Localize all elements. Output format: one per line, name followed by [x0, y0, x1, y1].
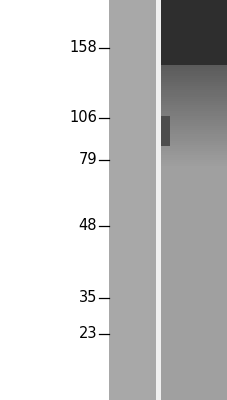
Text: 79: 79	[78, 152, 96, 168]
Bar	[160, 147, 227, 149]
Bar	[160, 34, 227, 36]
Bar	[160, 6, 227, 8]
Bar	[160, 149, 227, 151]
Bar	[160, 38, 227, 40]
Bar	[160, 27, 227, 29]
Bar	[160, 156, 227, 158]
Bar	[160, 124, 227, 126]
Bar	[160, 136, 227, 139]
Bar	[160, 134, 227, 136]
Bar	[160, 2, 227, 4]
Bar	[160, 101, 227, 103]
Bar	[160, 103, 227, 105]
Bar	[160, 21, 227, 23]
Bar	[160, 74, 227, 76]
Bar	[160, 40, 227, 42]
Bar	[160, 65, 227, 67]
Bar	[160, 99, 227, 101]
Bar	[160, 8, 227, 10]
Bar	[155, 0, 160, 400]
Bar	[160, 63, 227, 65]
Bar	[160, 17, 227, 19]
Bar	[160, 55, 227, 57]
Bar	[160, 158, 227, 160]
Text: 158: 158	[69, 40, 96, 56]
Bar	[160, 116, 169, 146]
Bar	[160, 97, 227, 99]
Bar	[109, 0, 155, 400]
Bar	[160, 162, 227, 164]
Bar	[160, 128, 227, 130]
Bar	[160, 36, 227, 38]
Bar	[160, 32, 227, 34]
Bar	[160, 76, 227, 78]
Bar	[160, 30, 227, 32]
Bar	[160, 132, 227, 134]
Bar	[160, 94, 227, 97]
Bar	[160, 50, 227, 52]
Bar	[160, 13, 227, 15]
Bar	[160, 48, 227, 50]
Bar	[160, 111, 227, 114]
Bar	[160, 139, 227, 141]
Bar	[160, 145, 227, 147]
Text: 35: 35	[78, 290, 96, 306]
Bar	[160, 42, 227, 44]
Bar	[160, 69, 227, 72]
Bar	[160, 141, 227, 143]
Bar	[160, 109, 227, 111]
Bar	[160, 4, 227, 6]
Bar	[160, 52, 227, 55]
Bar	[160, 120, 227, 122]
Text: 106: 106	[69, 110, 96, 126]
Bar	[160, 160, 227, 162]
Bar	[160, 10, 227, 13]
Bar	[160, 78, 227, 80]
Bar	[160, 61, 227, 63]
Bar	[160, 82, 227, 84]
Bar	[160, 19, 227, 21]
Bar	[160, 44, 227, 46]
Bar	[160, 67, 227, 69]
Bar	[160, 153, 227, 156]
Bar	[160, 143, 227, 145]
Bar	[160, 107, 227, 109]
Bar	[160, 46, 227, 48]
Bar	[160, 105, 227, 107]
Bar	[160, 126, 227, 128]
Bar	[160, 0, 227, 2]
Bar	[160, 25, 227, 27]
Bar	[160, 0, 227, 400]
Bar	[160, 122, 227, 124]
Bar	[160, 130, 227, 132]
Bar	[160, 23, 227, 25]
Bar	[160, 116, 227, 118]
Bar	[160, 92, 227, 94]
Bar	[160, 15, 227, 17]
Bar	[160, 72, 227, 74]
Bar	[160, 86, 227, 88]
Bar	[160, 80, 227, 82]
Bar	[160, 84, 227, 86]
Text: 48: 48	[78, 218, 96, 234]
Bar	[160, 88, 227, 90]
Bar	[160, 151, 227, 153]
Bar	[160, 166, 227, 168]
Bar	[160, 164, 227, 166]
Bar	[160, 59, 227, 61]
Bar	[160, 114, 227, 116]
Bar	[160, 118, 227, 120]
Bar	[160, 57, 227, 59]
Text: 23: 23	[78, 326, 96, 342]
Bar	[160, 90, 227, 92]
